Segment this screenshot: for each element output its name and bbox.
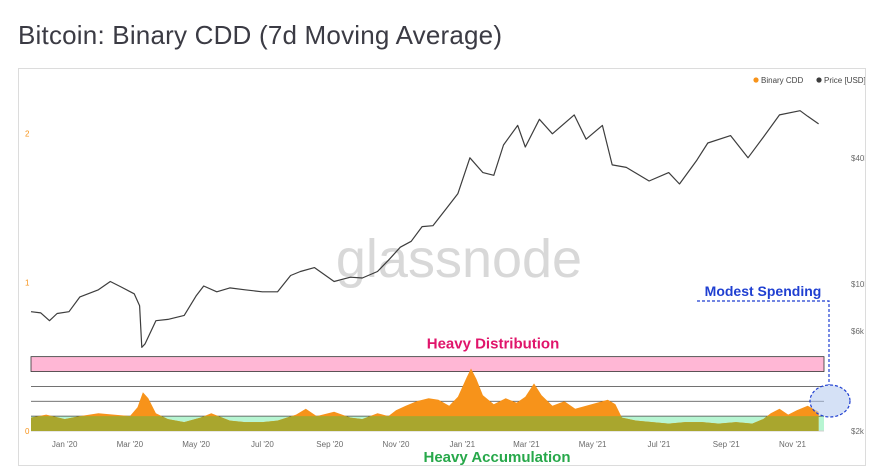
x-tick-label: May '20 [182,440,210,449]
chart: glassnode Jan '20 Mar '20 May '20 Jul '20 Se… [25,76,865,465]
y-right-tick-label: $10k [851,280,865,289]
x-tick-label: Nov '20 [383,440,410,449]
legend-marker-0 [753,77,759,83]
x-tick-label: May '21 [579,440,607,449]
x-tick-label: Jul '21 [647,440,670,449]
y-left-tick-label: 2 [25,130,30,139]
x-tick-label: Sep '20 [316,440,343,449]
y-left-tick-label: 1 [25,278,30,287]
modest-spending-label: Modest Spending [705,283,822,299]
modest-spending-connector [697,300,830,385]
y-right-tick-label: $40k [851,154,865,163]
distribution-band [30,356,825,372]
legend-item-0: Binary CDD [761,76,803,85]
x-tick-label: Sep '21 [713,440,740,449]
x-tick-label: Nov '21 [779,440,806,449]
y-left-tick-label: 0 [25,427,30,436]
watermark: glassnode [336,229,582,289]
x-tick-label: Jan '21 [449,440,475,449]
modest-spending-highlight [809,384,851,418]
x-tick-label: Jul '20 [251,440,274,449]
x-tick-label: Mar '20 [117,440,144,449]
page-title: Bitcoin: Binary CDD (7d Moving Average) [18,20,503,50]
legend-marker-1 [816,77,822,83]
legend-item-1: Price [USD] [824,76,865,85]
y-right-tick-label: $2k [851,427,865,436]
binary-cdd-area-accumulation-zone [31,416,819,431]
heavy-distribution-label: Heavy Distribution [427,336,560,353]
price-line [30,110,819,348]
x-tick-label: Mar '21 [513,440,540,449]
heavy-accumulation-label: Heavy Accumulation [424,449,571,465]
chart-frame: glassnode Jan '20 Mar '20 May '20 Jul '20 Se… [18,68,866,466]
x-tick-label: Jan '20 [52,440,78,449]
y-right-tick-label: $6k [851,327,865,336]
